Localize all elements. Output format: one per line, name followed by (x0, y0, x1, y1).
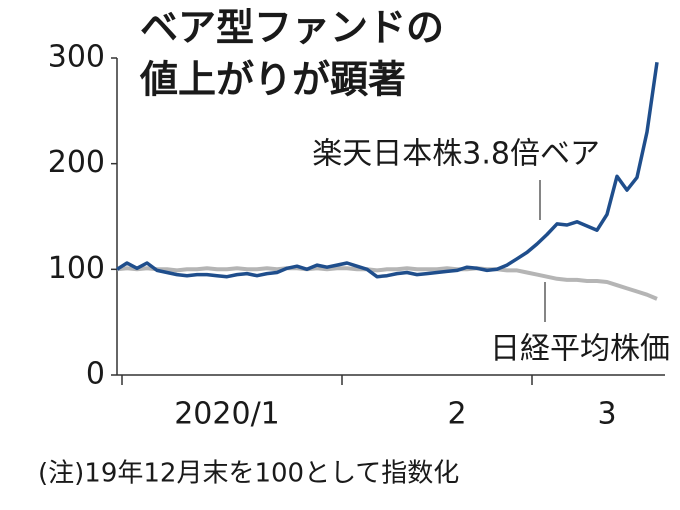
chart-title: ベア型ファンドの (140, 6, 444, 50)
x-tick-label: 2 (447, 397, 466, 432)
y-tick-label: 200 (48, 145, 105, 180)
y-tick-label: 100 (48, 251, 105, 286)
y-tick-label: 300 (48, 40, 105, 75)
x-tick-label: 3 (597, 397, 616, 432)
x-tick-label: 2020/1 (174, 397, 280, 432)
series-line (116, 61, 659, 279)
series-line (116, 266, 658, 301)
series-label: 楽天日本株3.8倍ベア (312, 137, 600, 172)
note: (注)19年12月末を100として指数化 (38, 459, 459, 489)
chart-title: 値上がりが顕著 (139, 58, 406, 102)
y-tick-label: 0 (86, 357, 105, 392)
series-label: 日経平均株価 (490, 332, 670, 367)
